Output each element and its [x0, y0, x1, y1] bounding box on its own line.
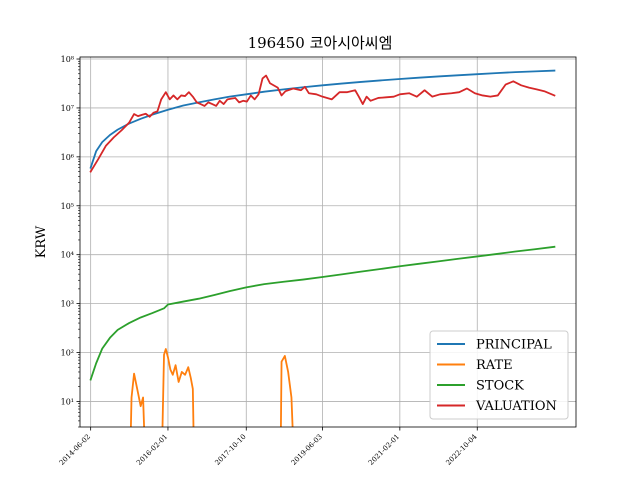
legend: PRINCIPAL RATE STOCK VALUATION: [429, 330, 569, 420]
y-axis-label: KRW: [34, 225, 49, 258]
x-tick-label: 2016-02-01: [135, 433, 169, 467]
legend-label-principal: PRINCIPAL: [476, 338, 552, 353]
plot-frame: [79, 56, 577, 428]
series-valuation: [89, 74, 556, 173]
x-tick-label: 2017-10-10: [213, 433, 247, 467]
chart-title: 196450 코아시아씨엠: [248, 34, 393, 52]
series-stock: [89, 245, 556, 381]
y-tick-label: 10¹: [61, 397, 74, 406]
x-tick-label: 2014-06-02: [58, 433, 92, 467]
grid: [80, 57, 576, 427]
y-axis: 10¹ 10² 10³ 10⁴ 10⁵ 10⁶ 10⁷ 10⁸: [61, 55, 80, 428]
x-axis: 2014-06-02 2016-02-01 2017-10-10 2019-06-03…: [58, 427, 479, 467]
y-tick-label: 10⁶: [61, 153, 74, 162]
x-tick-label: 2019-06-03: [290, 433, 324, 467]
legend-label-valuation: VALUATION: [475, 399, 557, 414]
series-line-rate: [280, 355, 294, 427]
y-tick-label: 10⁵: [61, 202, 74, 211]
x-tick-label: 2022-10-04: [444, 432, 479, 467]
y-tick-label: 10⁴: [61, 251, 74, 260]
legend-box: [429, 330, 569, 420]
y-tick-label: 10³: [61, 300, 74, 309]
y-tick-label: 10⁷: [61, 104, 74, 113]
series-layer: [89, 69, 556, 427]
legend-label-stock: STOCK: [476, 379, 524, 394]
series-line-stock: [89, 245, 556, 381]
series-line-rate: [129, 372, 145, 427]
y-tick-label: 10⁸: [61, 55, 74, 64]
series-line-rate: [161, 348, 195, 427]
series-line-valuation: [89, 74, 556, 173]
series-rate: [129, 348, 294, 427]
legend-label-rate: RATE: [476, 358, 513, 373]
x-tick-label: 2021-02-01: [367, 433, 401, 467]
y-tick-label: 10²: [61, 349, 74, 358]
